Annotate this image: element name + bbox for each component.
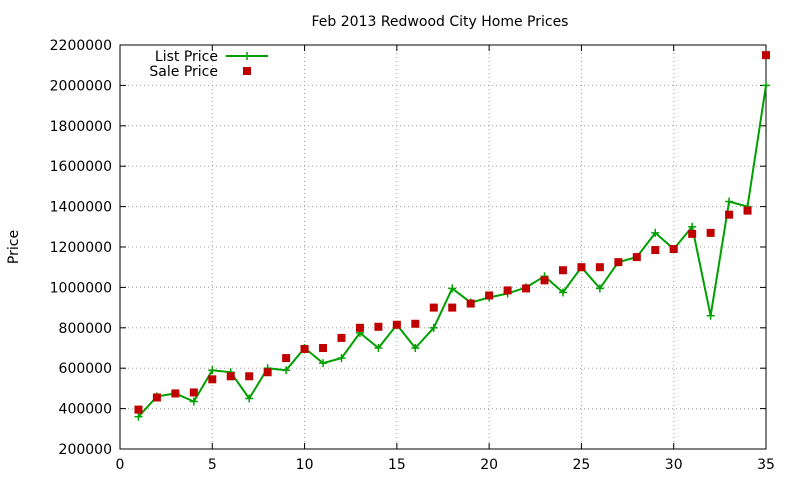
series-layer — [134, 51, 770, 421]
y-tick-label: 600000 — [59, 361, 112, 377]
list-price-point — [448, 284, 457, 293]
sale-price-point — [282, 354, 291, 363]
sale-price-point — [392, 320, 401, 329]
y-tick-label: 1600000 — [50, 159, 112, 175]
legend: List Price Sale Price — [149, 49, 268, 80]
list-price-point — [595, 284, 604, 293]
chart-title: Feb 2013 Redwood City Home Prices — [312, 14, 569, 30]
legend-label-list-price: List Price — [155, 49, 218, 65]
sale-price-point — [300, 345, 309, 354]
sale-price-point — [540, 276, 549, 285]
list-price-point — [725, 197, 734, 206]
sale-price-point — [134, 405, 143, 414]
list-price-point — [688, 222, 697, 231]
sale-price-point — [171, 389, 180, 398]
y-axis-ticks: 200000 400000 600000 800000 1000000 1200000 14… — [50, 38, 766, 458]
sale-price-point — [263, 368, 272, 377]
legend-marker-sale-price — [243, 67, 251, 75]
list-price-point — [282, 366, 291, 375]
x-tick-label: 10 — [296, 457, 314, 473]
sale-price-point — [152, 393, 161, 402]
sale-price-point — [558, 266, 567, 275]
y-tick-label: 800000 — [59, 321, 112, 337]
x-tick-label: 25 — [573, 457, 591, 473]
y-tick-label: 1800000 — [50, 119, 112, 135]
sale-price-point — [688, 229, 697, 238]
sale-price-point — [374, 322, 383, 331]
sale-price-point — [577, 263, 586, 272]
list-price-point — [411, 344, 420, 352]
x-tick-label: 30 — [665, 457, 683, 473]
x-tick-label: 5 — [208, 457, 217, 473]
sale-price-point — [466, 299, 475, 308]
sale-price-point — [448, 303, 457, 312]
sale-price-point — [632, 253, 641, 262]
legend-label-sale-price: Sale Price — [149, 64, 218, 80]
sale-price-point — [226, 372, 235, 381]
x-tick-label: 0 — [116, 457, 125, 473]
list-price-point — [429, 323, 438, 332]
sale-price-point — [189, 388, 198, 397]
sale-price-point — [411, 319, 420, 328]
sale-price-point — [595, 263, 604, 272]
y-tick-label: 1400000 — [50, 200, 112, 216]
sale-price-point — [522, 284, 531, 293]
list-price-point — [374, 344, 383, 352]
sale-price-point — [337, 333, 346, 342]
x-axis-ticks: 0 5 10 15 20 25 30 35 — [116, 45, 775, 473]
x-tick-label: 20 — [480, 457, 498, 473]
sale-price-point — [614, 258, 623, 267]
sale-price-point — [245, 372, 254, 381]
y-tick-label: 2000000 — [50, 78, 112, 94]
y-tick-label: 200000 — [59, 442, 112, 458]
sale-price-point — [208, 375, 217, 384]
x-tick-label: 35 — [757, 457, 775, 473]
list-price-point — [706, 311, 715, 320]
y-axis-title: Price — [6, 230, 22, 264]
list-price-point — [651, 228, 660, 237]
sale-price-point — [651, 246, 660, 255]
list-price-point — [245, 394, 254, 403]
sale-price-point — [725, 210, 734, 219]
list-price-point — [189, 397, 198, 406]
list-price-point — [134, 412, 143, 421]
list-price-point — [208, 366, 217, 375]
sale-price-point — [319, 344, 328, 352]
sale-price-point — [669, 245, 678, 254]
y-tick-label: 1000000 — [50, 280, 112, 296]
grid-lines — [120, 45, 766, 449]
sale-price-point — [503, 286, 512, 295]
y-tick-label: 2200000 — [50, 38, 112, 54]
sale-price-point — [485, 291, 494, 300]
legend-marker-list-price — [243, 52, 251, 60]
list-price-point — [337, 354, 346, 363]
sale-price-point — [743, 206, 752, 215]
x-tick-label: 15 — [388, 457, 406, 473]
list-price-point — [762, 81, 770, 90]
y-tick-label: 1200000 — [50, 240, 112, 256]
y-tick-label: 400000 — [59, 402, 112, 418]
sale-price-point — [429, 303, 438, 312]
sale-price-point — [706, 228, 715, 237]
sale-price-point — [762, 51, 770, 60]
list-price-point — [319, 359, 328, 368]
sale-price-point — [355, 323, 364, 332]
list-price-point — [558, 288, 567, 297]
